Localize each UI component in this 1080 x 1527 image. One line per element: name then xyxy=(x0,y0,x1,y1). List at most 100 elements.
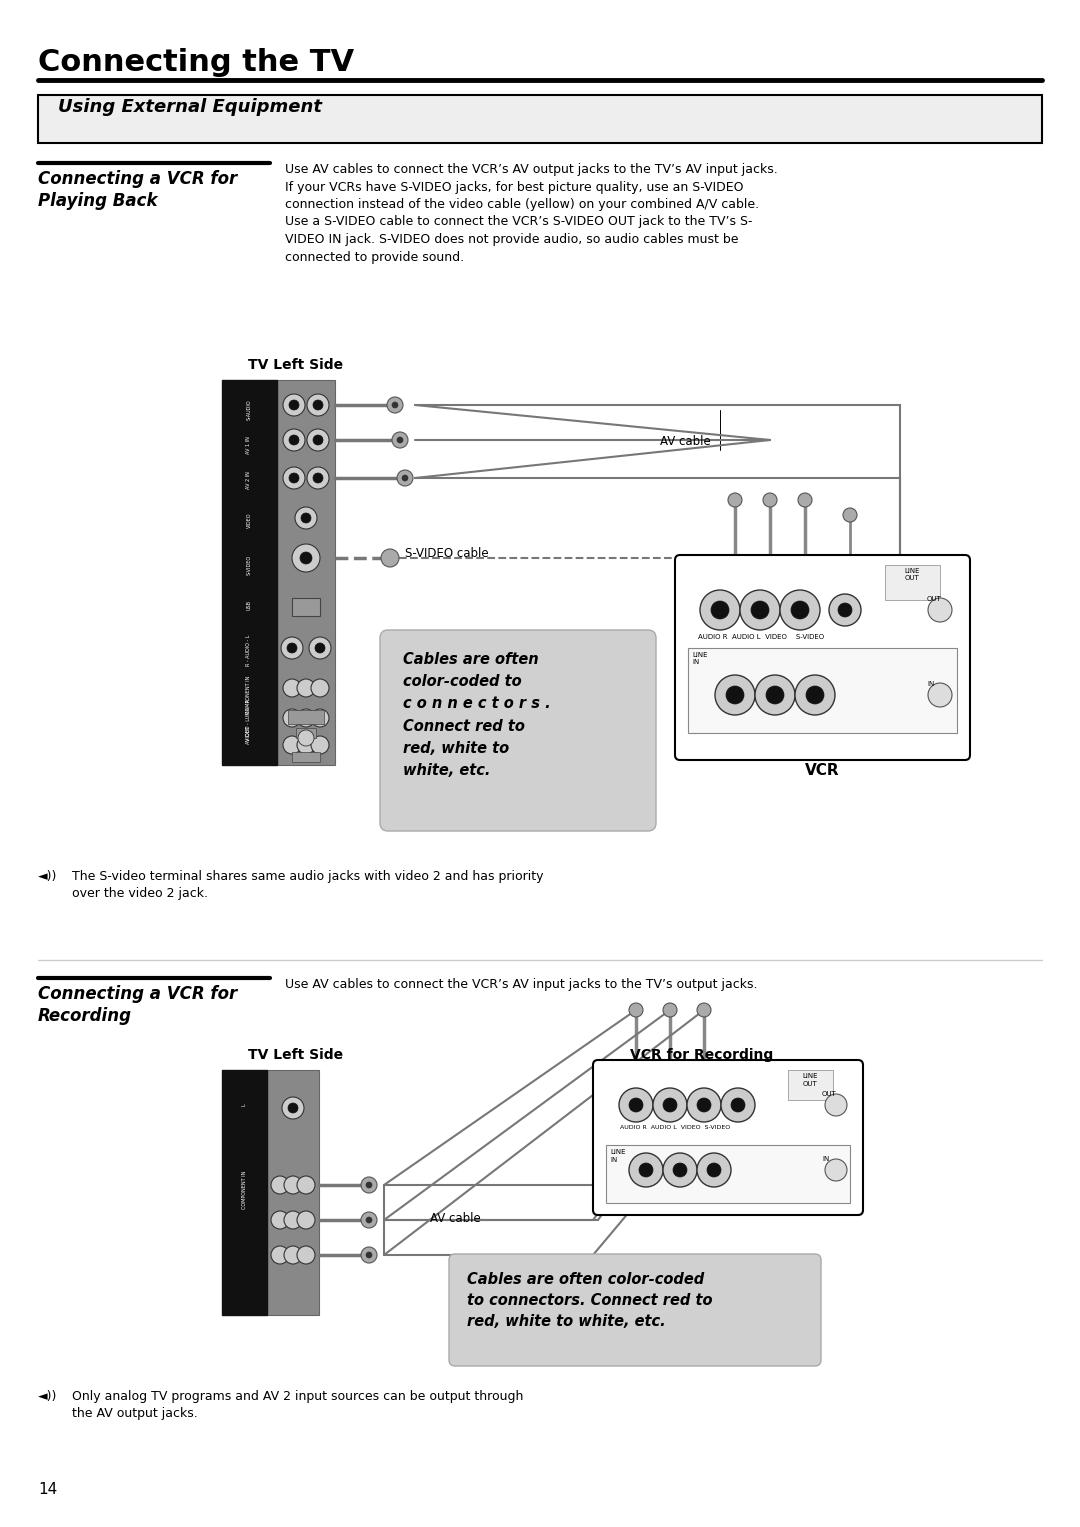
Text: LINE
IN: LINE IN xyxy=(610,1148,625,1162)
Circle shape xyxy=(288,1102,298,1113)
Circle shape xyxy=(311,709,329,727)
Text: LINE
OUT: LINE OUT xyxy=(802,1073,818,1087)
Circle shape xyxy=(766,686,784,704)
Circle shape xyxy=(697,1098,711,1112)
Circle shape xyxy=(829,594,861,626)
Text: Using External Equipment: Using External Equipment xyxy=(58,98,322,116)
Text: VIDEO - LUMA - R: VIDEO - LUMA - R xyxy=(246,699,252,741)
Circle shape xyxy=(629,1153,663,1186)
FancyBboxPatch shape xyxy=(675,554,970,760)
Circle shape xyxy=(726,686,744,704)
Circle shape xyxy=(284,1176,302,1194)
Circle shape xyxy=(397,437,403,443)
Text: Cables are often
color-coded to
c o n n e c t o r s .
Connect red to
red, white : Cables are often color-coded to c o n n … xyxy=(403,652,551,777)
Text: 14: 14 xyxy=(38,1483,57,1496)
Bar xyxy=(292,751,320,762)
Bar xyxy=(276,380,335,765)
Circle shape xyxy=(307,394,329,415)
Circle shape xyxy=(392,402,399,408)
Circle shape xyxy=(271,1246,289,1264)
Circle shape xyxy=(295,507,318,528)
Circle shape xyxy=(780,589,820,631)
Circle shape xyxy=(289,473,299,483)
Circle shape xyxy=(791,602,809,618)
Circle shape xyxy=(825,1093,847,1116)
Circle shape xyxy=(297,1176,315,1194)
Text: Connecting a VCR for
Recording: Connecting a VCR for Recording xyxy=(38,985,238,1025)
Circle shape xyxy=(361,1212,377,1228)
Bar xyxy=(885,565,940,600)
Text: VCR: VCR xyxy=(805,764,839,777)
Circle shape xyxy=(283,680,301,696)
Circle shape xyxy=(283,429,305,450)
Circle shape xyxy=(673,1164,687,1177)
Circle shape xyxy=(629,1003,643,1017)
Circle shape xyxy=(663,1098,677,1112)
Circle shape xyxy=(721,1089,755,1122)
Circle shape xyxy=(298,730,314,747)
Bar xyxy=(288,710,324,724)
Circle shape xyxy=(283,709,301,727)
Circle shape xyxy=(297,736,315,754)
Circle shape xyxy=(697,1153,731,1186)
Circle shape xyxy=(740,589,780,631)
Bar xyxy=(296,728,316,738)
Circle shape xyxy=(700,589,740,631)
Circle shape xyxy=(315,643,325,654)
Text: AV OUT: AV OUT xyxy=(246,725,252,744)
Circle shape xyxy=(297,1211,315,1229)
Text: Cables are often color-coded
to connectors. Connect red to
red, white to white, : Cables are often color-coded to connecto… xyxy=(467,1272,713,1328)
Circle shape xyxy=(838,603,852,617)
Text: Only analog TV programs and AV 2 input sources can be output through
the AV outp: Only analog TV programs and AV 2 input s… xyxy=(72,1390,524,1420)
Circle shape xyxy=(283,394,305,415)
Bar xyxy=(688,647,957,733)
Circle shape xyxy=(381,550,399,567)
Text: OUT: OUT xyxy=(822,1090,837,1096)
Circle shape xyxy=(283,467,305,489)
Text: TV Left Side: TV Left Side xyxy=(248,1048,343,1061)
Circle shape xyxy=(311,736,329,754)
Text: COMPONENT IN: COMPONENT IN xyxy=(246,676,252,715)
Circle shape xyxy=(301,513,311,524)
Circle shape xyxy=(928,683,951,707)
Circle shape xyxy=(397,470,413,486)
Bar xyxy=(38,95,1042,144)
Text: R - AUDIO - L: R - AUDIO - L xyxy=(246,634,252,666)
Circle shape xyxy=(297,680,315,696)
Circle shape xyxy=(755,675,795,715)
Circle shape xyxy=(366,1182,372,1188)
Text: COMPONENT IN: COMPONENT IN xyxy=(242,1171,246,1209)
Circle shape xyxy=(728,493,742,507)
Bar xyxy=(222,380,276,765)
Text: Connecting a VCR for
Playing Back: Connecting a VCR for Playing Back xyxy=(38,169,238,211)
Text: VCR for Recording: VCR for Recording xyxy=(630,1048,773,1061)
Bar xyxy=(222,1070,267,1315)
Text: AV cable: AV cable xyxy=(430,1212,481,1225)
Text: OUT: OUT xyxy=(927,596,942,602)
Circle shape xyxy=(300,551,312,563)
Circle shape xyxy=(639,1164,653,1177)
Circle shape xyxy=(825,1159,847,1180)
Text: AV cable: AV cable xyxy=(660,435,711,447)
Circle shape xyxy=(292,544,320,573)
Circle shape xyxy=(271,1176,289,1194)
Circle shape xyxy=(307,429,329,450)
Circle shape xyxy=(687,1089,721,1122)
Text: USB: USB xyxy=(246,600,252,609)
Text: LINE
OUT: LINE OUT xyxy=(904,568,920,582)
Circle shape xyxy=(392,432,408,447)
Text: AUDIO R  AUDIO L  VIDEO  S-VIDEO: AUDIO R AUDIO L VIDEO S-VIDEO xyxy=(620,1125,730,1130)
Circle shape xyxy=(289,400,299,411)
Circle shape xyxy=(707,1164,721,1177)
Circle shape xyxy=(402,475,408,481)
FancyBboxPatch shape xyxy=(380,631,656,831)
Text: TV Left Side: TV Left Side xyxy=(248,357,343,373)
Circle shape xyxy=(313,473,323,483)
Text: IN: IN xyxy=(927,681,934,687)
Bar xyxy=(788,1070,833,1099)
Circle shape xyxy=(663,1153,697,1186)
Text: AUDIO R  AUDIO L  VIDEO    S-VIDEO: AUDIO R AUDIO L VIDEO S-VIDEO xyxy=(698,634,824,640)
Circle shape xyxy=(697,1003,711,1017)
Circle shape xyxy=(653,1089,687,1122)
Circle shape xyxy=(284,1246,302,1264)
